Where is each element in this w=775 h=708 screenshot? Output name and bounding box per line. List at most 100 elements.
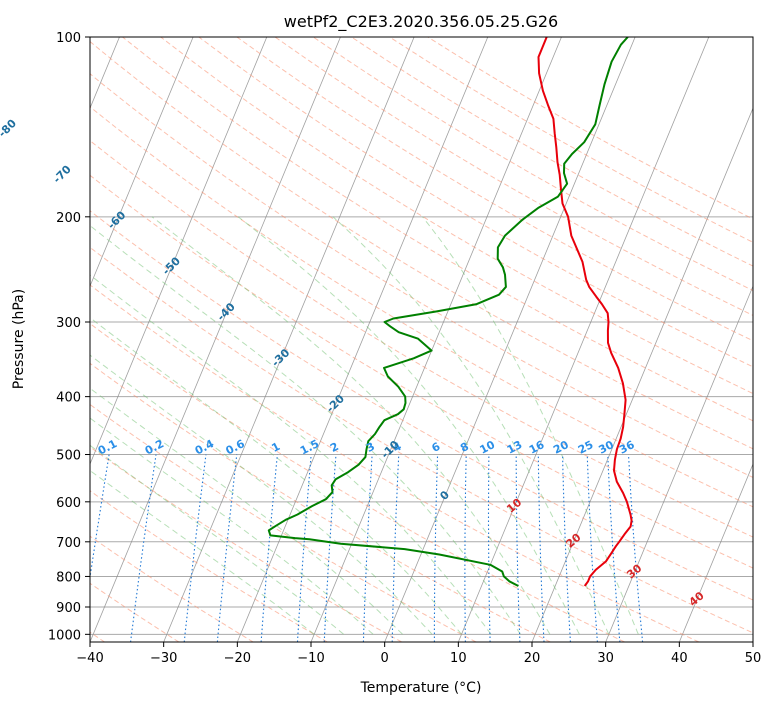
isotherm-line [678,463,753,642]
isotherm-label: -80 [0,117,19,140]
mixing-ratio-label: 8 [458,440,471,455]
moist-adiabat-line [90,387,403,635]
grid-layer [90,37,753,642]
moist-adiabat-line [332,216,610,635]
dry-adiabat-line [427,37,753,220]
isotherm-label: 0 [437,488,452,503]
mixing-ratio-line [515,454,521,642]
moist-adiabat-line [90,354,433,635]
mixing-ratio-line [607,454,621,642]
isotherm-label: -20 [324,392,347,415]
moist-adiabat-line [90,417,374,635]
dry-adiabat-line [236,37,753,342]
x-tick-label: 30 [597,651,614,666]
y-tick-label: 900 [56,601,81,616]
mixing-ratio-label: 1 [269,440,282,455]
dry-adiabat-line [90,40,753,450]
x-tick-label: 10 [450,651,467,666]
moist-adiabat-line [237,216,580,635]
dry-adiabat-line [90,246,753,634]
plot-frame [89,36,754,643]
label-layer: 0.10.20.40.611.52346810131620253036-100-… [0,117,707,609]
y-tick-label: 300 [56,316,81,331]
isotherm-label: -70 [51,162,74,185]
isotherm-line [531,107,753,642]
dry-adiabat-label: 40 [687,589,707,609]
x-tick-label: −40 [76,651,103,666]
dry-adiabat-line [122,37,753,422]
plot-area: 0.10.20.40.611.52346810131620253036-100-… [0,36,754,643]
mixing-ratio-line [464,454,467,642]
x-tick-label: −10 [297,651,324,666]
mixing-ratio-label: 10 [478,438,498,457]
y-tick-label: 1000 [48,628,81,643]
mixing-ratio-line [537,454,545,642]
isotherm-line [90,37,341,642]
mixing-ratio-line [362,454,373,642]
moist-adiabat-line [90,469,315,635]
dry-adiabat-line [90,446,402,642]
mixing-ratio-label: 16 [527,438,547,457]
x-tick-label: −30 [150,651,177,666]
isotherm-line [236,37,489,642]
x-tick-label: 40 [671,651,688,666]
temperature-profile-line [537,37,633,587]
moist-adiabat-line [422,216,639,635]
mixing-ratio-line [586,454,598,642]
isotherm-label: -50 [160,254,183,277]
x-tick-label: −20 [224,651,251,666]
mixing-ratio-label: 25 [576,438,596,457]
dry-adiabat-label: 10 [504,496,524,516]
mixing-ratio-line [487,454,491,642]
dry-adiabat-line [90,284,700,642]
moist-adiabat-line [90,444,344,635]
y-tick-label: 600 [56,496,81,511]
x-tick-label: 20 [524,651,541,666]
moist-adiabat-line [151,216,551,635]
dry-adiabat-line [90,210,753,601]
isotherm-line [90,37,194,288]
mixing-ratio-label: 6 [430,440,443,455]
isotherm-label: -60 [105,208,128,231]
y-tick-label: 500 [56,449,81,464]
dry-adiabat-line [90,403,477,642]
dry-adiabat-line [90,140,753,538]
y-tick-label: 100 [56,31,81,46]
dry-adiabat-line [274,37,753,316]
moist-adiabat-line [90,224,521,635]
mixing-ratio-line [323,454,337,642]
isotherm-line [384,37,636,642]
y-tick-label: 400 [56,391,81,406]
series-layer [267,37,633,587]
dry-adiabat-label: 30 [624,561,644,581]
y-tick-label: 700 [56,536,81,551]
x-axis: −40 −30 −20 −10 0 10 20 30 40 50 [76,642,761,666]
moist-adiabat-line [90,274,492,635]
isotherm-line [752,640,753,642]
isotherm-line [163,37,415,642]
x-axis-title: Temperature (°C) [360,680,482,696]
mixing-ratio-line [260,454,278,642]
y-axis: 100 200 300 400 500 600 700 800 900 1000 [48,31,90,643]
dry-adiabat-line [312,37,753,292]
y-axis-title: Pressure (hPa) [11,289,27,389]
dry-adiabat-line [90,174,753,569]
dewpoint-profile-line [267,37,629,587]
mixing-ratio-line [562,454,571,642]
chart-title: wetPf2_C2E3.2020.356.05.25.G26 [284,12,558,32]
dry-adiabat-line [90,106,753,508]
mixing-ratio-line [216,454,238,642]
mixing-ratio-label: 2 [328,440,341,455]
dry-adiabat-line [160,37,753,395]
isotherm-label: -30 [269,346,292,369]
isotherm-line [605,285,753,642]
isotherm-line [90,37,268,466]
isotherm-line [457,37,710,642]
mixing-ratio-line [130,454,157,642]
mixing-ratio-line [296,454,312,642]
mixing-ratio-line [433,454,439,642]
dry-adiabat-line [90,490,328,642]
x-tick-label: 0 [381,651,389,666]
x-tick-label: 50 [745,651,762,666]
